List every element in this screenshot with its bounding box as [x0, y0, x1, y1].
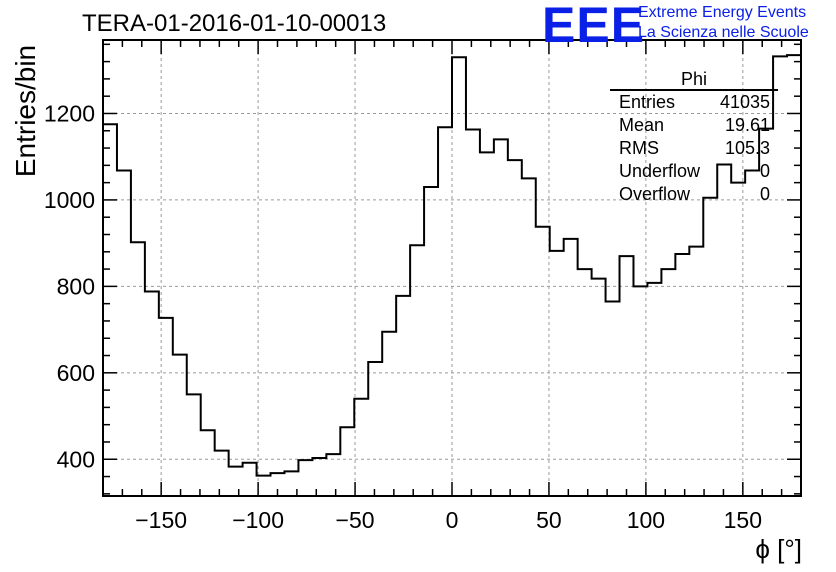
y-tick-label: 1200: [44, 100, 95, 126]
stats-key: Overflow: [619, 184, 691, 204]
stats-row-mean: Mean 19.61: [610, 114, 778, 137]
y-tick-label: 800: [57, 273, 95, 299]
y-tick-label: 600: [57, 360, 95, 386]
stats-row-overflow: Overflow 0: [610, 183, 778, 206]
y-axis-label: Entries/bin: [10, 44, 41, 178]
stats-value: 19.61: [724, 115, 770, 135]
stats-key: Mean: [619, 115, 665, 135]
stats-row-rms: RMS 105.3: [610, 137, 778, 160]
x-tick-label: −100: [232, 507, 284, 533]
stats-value: 105.3: [724, 138, 770, 158]
stats-value: 0: [759, 161, 770, 181]
stats-row-entries: Entries 41035: [610, 91, 778, 114]
x-tick-label: −150: [135, 507, 187, 533]
histogram-title: TERA-01-2016-01-10-00013: [82, 10, 387, 37]
stats-key: RMS: [619, 138, 659, 158]
x-tick-label: 50: [536, 507, 562, 533]
x-tick-label: −50: [336, 507, 375, 533]
stats-value: 41035: [719, 92, 770, 112]
logo-line-2: La Scienza nelle Scuole: [638, 24, 809, 41]
x-tick-label: 150: [724, 507, 762, 533]
x-axis-label: ϕ [°]: [755, 534, 802, 564]
stats-box: Phi Entries 41035 Mean 19.61 RMS 105.3 U…: [610, 70, 778, 206]
stats-row-underflow: Underflow 0: [610, 160, 778, 183]
stats-key: Entries: [619, 92, 676, 112]
y-tick-label: 1000: [44, 187, 95, 213]
y-tick-label: 400: [57, 446, 95, 472]
eee-logo: EEE: [542, 0, 646, 53]
x-tick-label: 100: [627, 507, 665, 533]
x-tick-label: 0: [446, 507, 459, 533]
logo-line-1: Extreme Energy Events: [638, 4, 807, 21]
histogram-series: [102, 54, 802, 496]
stats-value: 0: [759, 184, 770, 204]
stats-key: Underflow: [619, 161, 701, 181]
stats-title: Phi: [610, 70, 778, 91]
